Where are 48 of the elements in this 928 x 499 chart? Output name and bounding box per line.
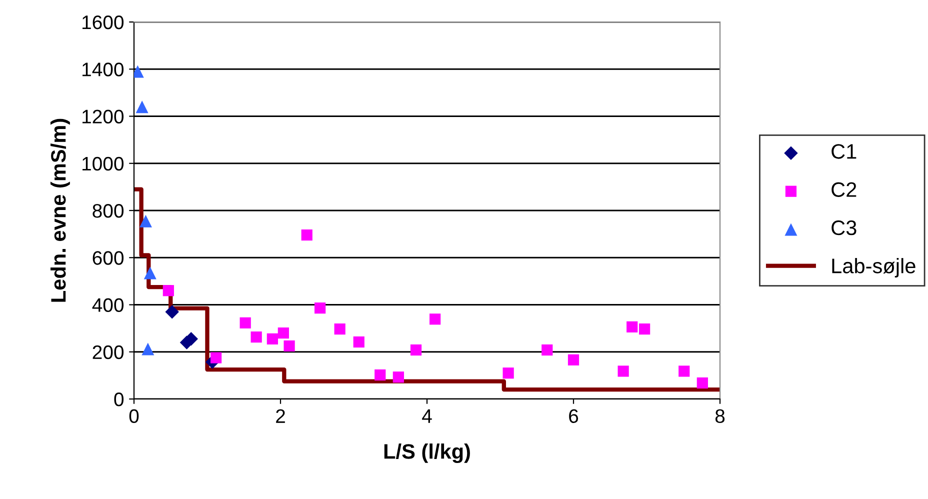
- y-tick-label: 200: [92, 345, 124, 360]
- x-tick-label: 6: [569, 409, 578, 424]
- x-tick-label: 0: [129, 409, 139, 424]
- x-tick-label: 4: [422, 409, 432, 423]
- y-tick-label: 800: [92, 204, 124, 218]
- y-tick-label: 0: [114, 392, 124, 406]
- point: [374, 369, 386, 381]
- point: [139, 214, 152, 228]
- point: [410, 344, 422, 356]
- point: [266, 333, 278, 344]
- point: [353, 336, 364, 348]
- point: [502, 368, 514, 379]
- x-axis-title: L/S (l/kg): [384, 444, 470, 464]
- point: [162, 285, 174, 296]
- y-tick-label: 1200: [82, 110, 124, 124]
- point: [334, 323, 346, 335]
- legend-label: Lab-søjle: [832, 258, 916, 278]
- point: [144, 266, 156, 280]
- point: [165, 304, 179, 319]
- point: [314, 302, 326, 314]
- legend-label: C3: [832, 220, 856, 236]
- point: [136, 100, 148, 114]
- point: [618, 366, 629, 377]
- y-tick-label: 600: [92, 251, 124, 265]
- point: [430, 314, 441, 325]
- point: [392, 372, 404, 383]
- point: [301, 229, 312, 241]
- point: [638, 323, 650, 335]
- point: [678, 366, 690, 377]
- point: [542, 344, 553, 356]
- point: [278, 327, 289, 339]
- point: [210, 352, 222, 364]
- x-tick-label: 8: [715, 409, 725, 424]
- point: [284, 340, 295, 352]
- y-tick-label: 1400: [82, 62, 124, 76]
- y-tick-label: 1000: [82, 156, 124, 171]
- legend-label: C2: [832, 182, 856, 198]
- point: [568, 354, 580, 366]
- legend-label: C1: [832, 144, 856, 159]
- x-tick-label: 2: [276, 409, 285, 423]
- point: [142, 342, 154, 356]
- y-tick-label: 1600: [82, 15, 124, 30]
- y-axis-title: Ledn. evne (mS/m): [50, 118, 70, 302]
- point: [250, 331, 262, 343]
- point: [240, 317, 251, 328]
- point: [696, 377, 708, 389]
- y-tick-label: 400: [92, 298, 124, 312]
- point: [626, 321, 638, 332]
